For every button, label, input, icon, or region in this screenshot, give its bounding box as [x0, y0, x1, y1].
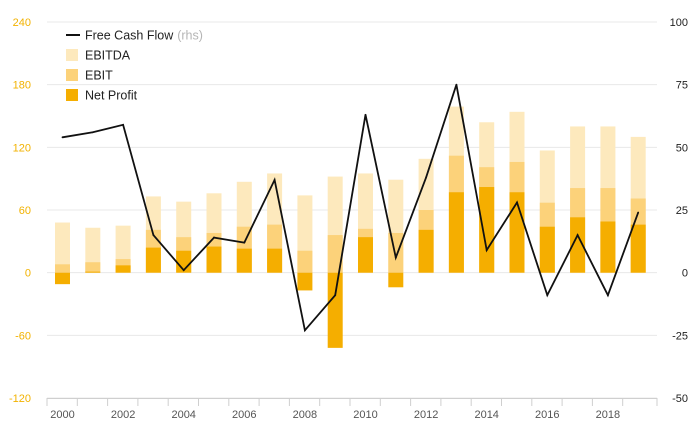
- line-point: [243, 241, 246, 244]
- x-tick-label: 2008: [293, 409, 317, 421]
- line-point: [637, 211, 640, 214]
- bar-net-profit: [267, 248, 283, 273]
- gridlines: [47, 21, 657, 399]
- line-point: [485, 249, 488, 252]
- line-point: [516, 201, 518, 204]
- axes: -120 -60 0 60 120 180 240 -50 -25 0 25 50 75 100 2000 2…: [9, 17, 688, 421]
- y-right-tick-label: -50: [672, 393, 688, 405]
- bar-net-profit: [236, 248, 252, 273]
- bar-net-profit: [479, 187, 495, 273]
- y-left-tick-label: 120: [13, 142, 31, 154]
- legend-label-ebit: EBIT: [85, 69, 113, 83]
- line-point: [546, 294, 549, 297]
- bar-net-profit: [327, 272, 343, 348]
- bar-net-profit: [115, 265, 131, 273]
- x-tick-label: 2006: [232, 409, 256, 421]
- line-series: [61, 83, 640, 333]
- y-right-tick-label: 0: [682, 268, 688, 280]
- line-point: [213, 236, 215, 239]
- y-left-tick-label: 180: [13, 80, 31, 92]
- bar-net-profit: [358, 237, 373, 273]
- y-left-tick-label: -120: [9, 393, 31, 405]
- legend-sublabel: (rhs): [177, 29, 203, 43]
- y-right-tick-label: -25: [672, 330, 688, 342]
- x-tick-label: 2014: [474, 409, 498, 421]
- line-point: [576, 234, 579, 236]
- bar-net-profit: [600, 221, 616, 273]
- y-right-tick-label: 100: [670, 17, 688, 29]
- x-tick-label: 2004: [171, 409, 195, 421]
- bar-net-profit: [418, 229, 434, 273]
- bar-ebit: [327, 235, 343, 273]
- line-point: [91, 131, 94, 134]
- bar-net-profit: [388, 272, 404, 288]
- line-point: [273, 179, 276, 181]
- legend: Free Cash Flow (rhs) EBITDA EBIT Net Profit: [66, 29, 203, 103]
- y-right-tick-label: 75: [676, 80, 688, 92]
- bar-net-profit: [145, 247, 161, 273]
- x-tick-label: 2016: [535, 409, 559, 421]
- x-tick-label: 2000: [50, 409, 74, 421]
- bar-net-profit: [448, 192, 464, 273]
- bar-net-profit: [206, 246, 222, 273]
- line-point: [607, 294, 609, 297]
- y-left-tick-label: -60: [15, 330, 31, 342]
- y-right-tick-label: 50: [676, 142, 688, 154]
- line-point: [455, 83, 458, 86]
- legend-label-ebitda: EBITDA: [85, 49, 131, 63]
- y-left-tick-label: 240: [13, 17, 31, 29]
- x-tick-label: 2012: [414, 409, 438, 421]
- bar-net-profit: [630, 224, 646, 273]
- line-point: [182, 269, 185, 272]
- bar-net-profit: [85, 271, 101, 273]
- y-left-tick-label: 60: [19, 205, 31, 217]
- line-point: [61, 136, 64, 139]
- line-free-cash-flow: [62, 84, 640, 333]
- line-point: [364, 113, 367, 116]
- bar-ebit: [297, 250, 313, 273]
- y-right-tick-label: 25: [676, 205, 688, 217]
- bar-ebit: [85, 262, 101, 273]
- legend-swatch-ebit: [66, 69, 78, 81]
- bar-ebitda: [85, 227, 101, 273]
- line-point: [394, 256, 397, 259]
- bar-series: [55, 106, 646, 348]
- bar-ebit: [388, 232, 404, 273]
- bar-ebitda: [55, 222, 70, 273]
- line-point: [334, 294, 337, 297]
- line-point: [425, 176, 427, 179]
- x-tick-label: 2002: [111, 409, 135, 421]
- bar-net-profit: [55, 272, 70, 285]
- legend-swatch-net-profit: [66, 89, 78, 101]
- y-left-tick-label: 0: [25, 268, 31, 280]
- bar-net-profit: [297, 272, 313, 291]
- x-tick-label: 2010: [353, 409, 377, 421]
- bar-net-profit: [539, 226, 555, 273]
- x-tick-label: 2018: [596, 409, 620, 421]
- bar-net-profit: [570, 217, 586, 273]
- line-point: [122, 123, 124, 126]
- line-point: [304, 329, 306, 332]
- legend-swatch-ebitda: [66, 49, 78, 61]
- bar-ebit: [55, 264, 70, 273]
- legend-label-free-cash-flow: Free Cash Flow (rhs): [85, 29, 203, 43]
- legend-label-net-profit: Net Profit: [85, 89, 138, 103]
- line-point: [152, 234, 155, 236]
